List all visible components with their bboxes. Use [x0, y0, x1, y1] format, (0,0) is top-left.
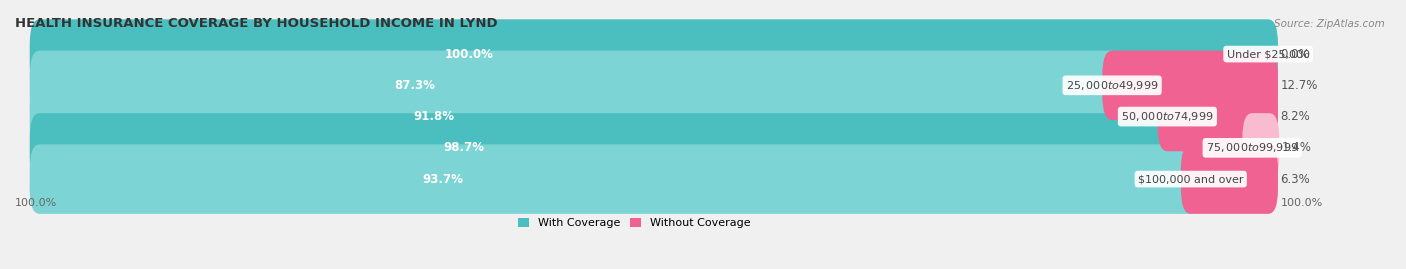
- Text: Under $25,000: Under $25,000: [1226, 49, 1309, 59]
- Text: $50,000 to $74,999: $50,000 to $74,999: [1121, 110, 1213, 123]
- Text: HEALTH INSURANCE COVERAGE BY HOUSEHOLD INCOME IN LYND: HEALTH INSURANCE COVERAGE BY HOUSEHOLD I…: [15, 17, 498, 30]
- FancyBboxPatch shape: [30, 82, 1278, 151]
- FancyBboxPatch shape: [30, 19, 1278, 89]
- FancyBboxPatch shape: [1157, 82, 1278, 151]
- Text: 98.7%: 98.7%: [443, 141, 485, 154]
- Text: $100,000 and over: $100,000 and over: [1137, 174, 1243, 184]
- Text: 6.3%: 6.3%: [1281, 173, 1310, 186]
- Text: 100.0%: 100.0%: [15, 198, 58, 208]
- FancyBboxPatch shape: [30, 82, 1177, 151]
- FancyBboxPatch shape: [30, 51, 1278, 120]
- Text: 87.3%: 87.3%: [395, 79, 436, 92]
- Text: 91.8%: 91.8%: [413, 110, 454, 123]
- Text: 8.2%: 8.2%: [1281, 110, 1310, 123]
- FancyBboxPatch shape: [30, 144, 1278, 214]
- FancyBboxPatch shape: [1181, 144, 1278, 214]
- Text: 93.7%: 93.7%: [422, 173, 463, 186]
- FancyBboxPatch shape: [30, 113, 1278, 183]
- Text: Source: ZipAtlas.com: Source: ZipAtlas.com: [1274, 19, 1385, 29]
- FancyBboxPatch shape: [30, 144, 1201, 214]
- FancyBboxPatch shape: [30, 51, 1122, 120]
- Text: 12.7%: 12.7%: [1281, 79, 1317, 92]
- Text: 0.0%: 0.0%: [1281, 48, 1310, 61]
- FancyBboxPatch shape: [1243, 113, 1279, 183]
- Text: 100.0%: 100.0%: [446, 48, 494, 61]
- Text: $75,000 to $99,999: $75,000 to $99,999: [1206, 141, 1298, 154]
- Text: 1.4%: 1.4%: [1282, 141, 1312, 154]
- Legend: With Coverage, Without Coverage: With Coverage, Without Coverage: [519, 218, 751, 228]
- FancyBboxPatch shape: [30, 113, 1263, 183]
- FancyBboxPatch shape: [1102, 51, 1278, 120]
- Text: $25,000 to $49,999: $25,000 to $49,999: [1066, 79, 1159, 92]
- FancyBboxPatch shape: [30, 19, 1278, 89]
- Text: 100.0%: 100.0%: [1281, 198, 1323, 208]
